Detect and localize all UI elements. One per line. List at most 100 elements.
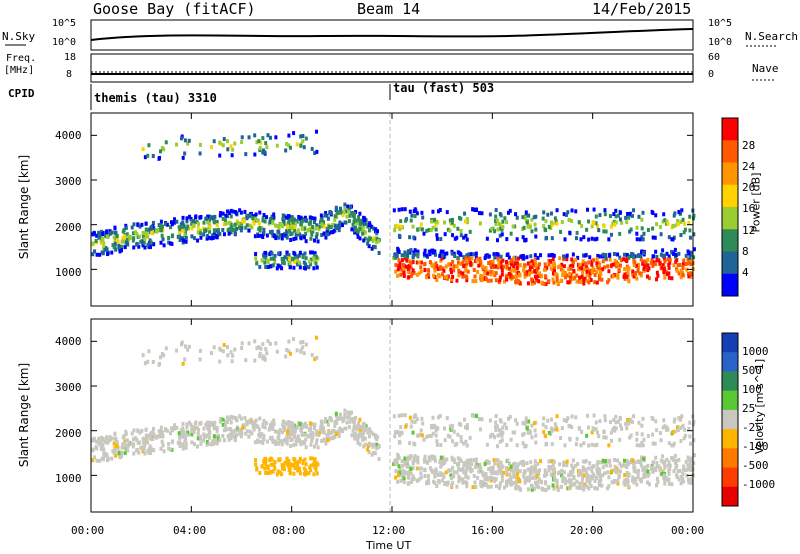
velocity-cell — [363, 442, 367, 447]
power-cell — [413, 207, 417, 212]
velocity-cell — [603, 418, 607, 423]
power-cell — [592, 221, 596, 226]
velocity-cell — [394, 475, 398, 480]
velocity-cell — [504, 480, 508, 485]
power-cell — [377, 250, 381, 255]
velocity-cell — [544, 425, 548, 430]
power-cell — [313, 151, 317, 156]
colorbar-segment — [722, 207, 738, 230]
velocity-cell — [356, 435, 360, 440]
power-cell — [132, 245, 136, 250]
power-cell — [516, 256, 520, 261]
power-cell — [585, 278, 589, 283]
power-cell — [132, 222, 136, 227]
power-cell — [484, 265, 488, 270]
velocity-cell — [495, 444, 499, 449]
power-cell — [455, 264, 459, 269]
power-cell — [277, 251, 281, 256]
velocity-cell — [449, 476, 453, 481]
power-cell — [278, 222, 282, 227]
power-cell — [206, 220, 210, 225]
velocity-cell — [295, 460, 299, 465]
power-cell — [397, 258, 401, 263]
velocity-cell — [487, 460, 491, 465]
velocity-cell — [629, 433, 633, 438]
velocity-cell — [248, 429, 252, 434]
velocity-cell — [245, 429, 249, 434]
power-cell — [433, 249, 437, 254]
power-cell — [619, 258, 623, 263]
power-cell — [296, 229, 300, 234]
velocity-cell — [299, 340, 303, 345]
power-cell — [231, 209, 235, 214]
velocity-cell — [345, 415, 349, 420]
velocity-cell — [316, 445, 320, 450]
velocity-cell — [205, 440, 209, 445]
power-cell — [509, 269, 513, 274]
velocity-cell — [132, 451, 136, 456]
velocity-cell — [293, 430, 297, 435]
velocity-cell — [529, 460, 533, 465]
velocity-cell — [150, 437, 154, 442]
velocity-cell — [312, 426, 316, 431]
velocity-cell — [452, 429, 456, 434]
velocity-cell — [228, 416, 232, 421]
power-cell — [221, 143, 225, 148]
velocity-cell — [475, 464, 479, 469]
velocity-cell — [499, 466, 503, 471]
power-cell — [416, 254, 420, 259]
power-cell — [408, 209, 412, 214]
power-cell — [409, 218, 413, 223]
velocity-cell — [627, 484, 631, 489]
power-cell — [493, 255, 497, 260]
power-cell — [630, 213, 634, 218]
power-cell — [541, 216, 545, 221]
velocity-cell — [590, 468, 594, 473]
velocity-cell — [661, 469, 665, 474]
velocity-cell — [366, 447, 370, 452]
power-cell — [301, 139, 305, 144]
velocity-cell — [216, 433, 220, 438]
power-cell — [597, 254, 601, 259]
power-cell — [276, 224, 280, 229]
power-cell — [324, 211, 328, 216]
power-cell — [185, 216, 189, 221]
power-cell — [505, 237, 509, 242]
velocity-cell — [315, 438, 319, 443]
power-cell — [213, 214, 217, 219]
power-cell — [325, 226, 329, 231]
velocity-cell — [338, 412, 342, 417]
velocity-cell — [361, 428, 365, 433]
velocity-cell — [286, 420, 290, 425]
velocity-cell — [314, 441, 318, 446]
noise-sky-label: N.Sky — [2, 30, 36, 43]
velocity-cell — [498, 481, 502, 486]
velocity-cell — [286, 463, 290, 468]
velocity-cell — [462, 461, 466, 466]
velocity-cell — [655, 460, 659, 465]
velocity-cell — [413, 413, 417, 418]
power-cell — [474, 279, 478, 284]
velocity-cell — [513, 461, 517, 466]
power-cell — [254, 256, 258, 261]
power-cell — [683, 227, 687, 232]
velocity-cell — [606, 486, 610, 491]
power-cell — [656, 273, 660, 278]
velocity-cell — [290, 463, 294, 468]
velocity-cell — [412, 476, 416, 481]
power-cell — [216, 227, 220, 232]
velocity-cell — [486, 477, 490, 482]
velocity-cell — [469, 468, 473, 473]
power-cell — [554, 219, 558, 224]
power-cell — [528, 224, 532, 229]
velocity-cell — [441, 472, 445, 477]
power-cell — [399, 224, 403, 229]
power-cell — [99, 235, 103, 240]
velocity-cell — [208, 435, 212, 440]
power-cell — [441, 253, 445, 258]
power-cell — [572, 269, 576, 274]
power-cell — [411, 268, 415, 273]
velocity-cell — [683, 433, 687, 438]
power-cell — [480, 274, 484, 279]
power-cell — [298, 216, 302, 221]
